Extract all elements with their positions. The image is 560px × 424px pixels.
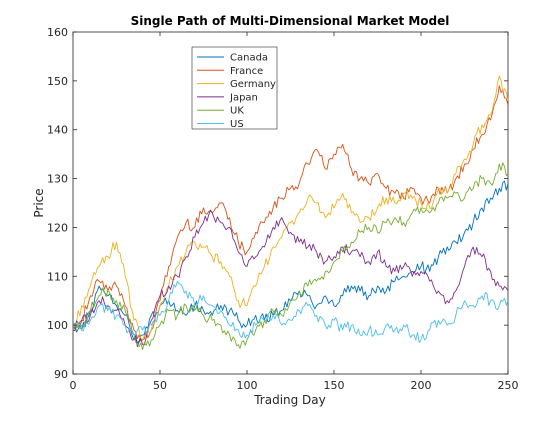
series-line-japan (72, 209, 509, 348)
y-tick-label: 130 (47, 173, 68, 186)
legend-label-uk: UK (230, 106, 244, 117)
legend-box (191, 46, 278, 130)
series-line-us (72, 280, 509, 343)
ticks-layer: 0 50 100 150 200 250 90 100 110 120 130 140 150 160 (47, 26, 519, 392)
legend-label-germany: Germany (230, 79, 276, 90)
legend-label-japan: Japan (229, 92, 258, 103)
legend-label-us: US (230, 119, 244, 130)
y-tick-label: 120 (47, 221, 68, 234)
series-line-france (72, 85, 509, 342)
x-tick-label: 0 (70, 379, 77, 392)
x-axis-label: Trading Day (253, 393, 326, 407)
y-axis-label: Price (32, 188, 46, 217)
y-tick-label: 100 (47, 319, 68, 332)
legend: Canada France Germany Japan UK US (191, 46, 278, 130)
x-tick-label: 250 (498, 379, 519, 392)
chart-title: Single Path of Multi-Dimensional Market … (131, 14, 450, 28)
series-line-uk (72, 162, 509, 351)
y-tick-label: 140 (47, 124, 68, 137)
series-layer (72, 75, 509, 351)
legend-label-france: France (230, 66, 263, 77)
x-tick-label: 200 (411, 379, 432, 392)
legend-label-canada: Canada (230, 53, 268, 64)
y-tick-label: 150 (47, 75, 68, 88)
x-tick-label: 50 (153, 379, 167, 392)
x-tick-label: 150 (324, 379, 345, 392)
series-line-germany (72, 75, 509, 341)
y-tick-label: 160 (47, 26, 68, 39)
x-tick-label: 100 (237, 379, 258, 392)
y-tick-label: 110 (47, 270, 68, 283)
y-tick-label: 90 (54, 368, 68, 381)
plot-frame (72, 31, 509, 375)
